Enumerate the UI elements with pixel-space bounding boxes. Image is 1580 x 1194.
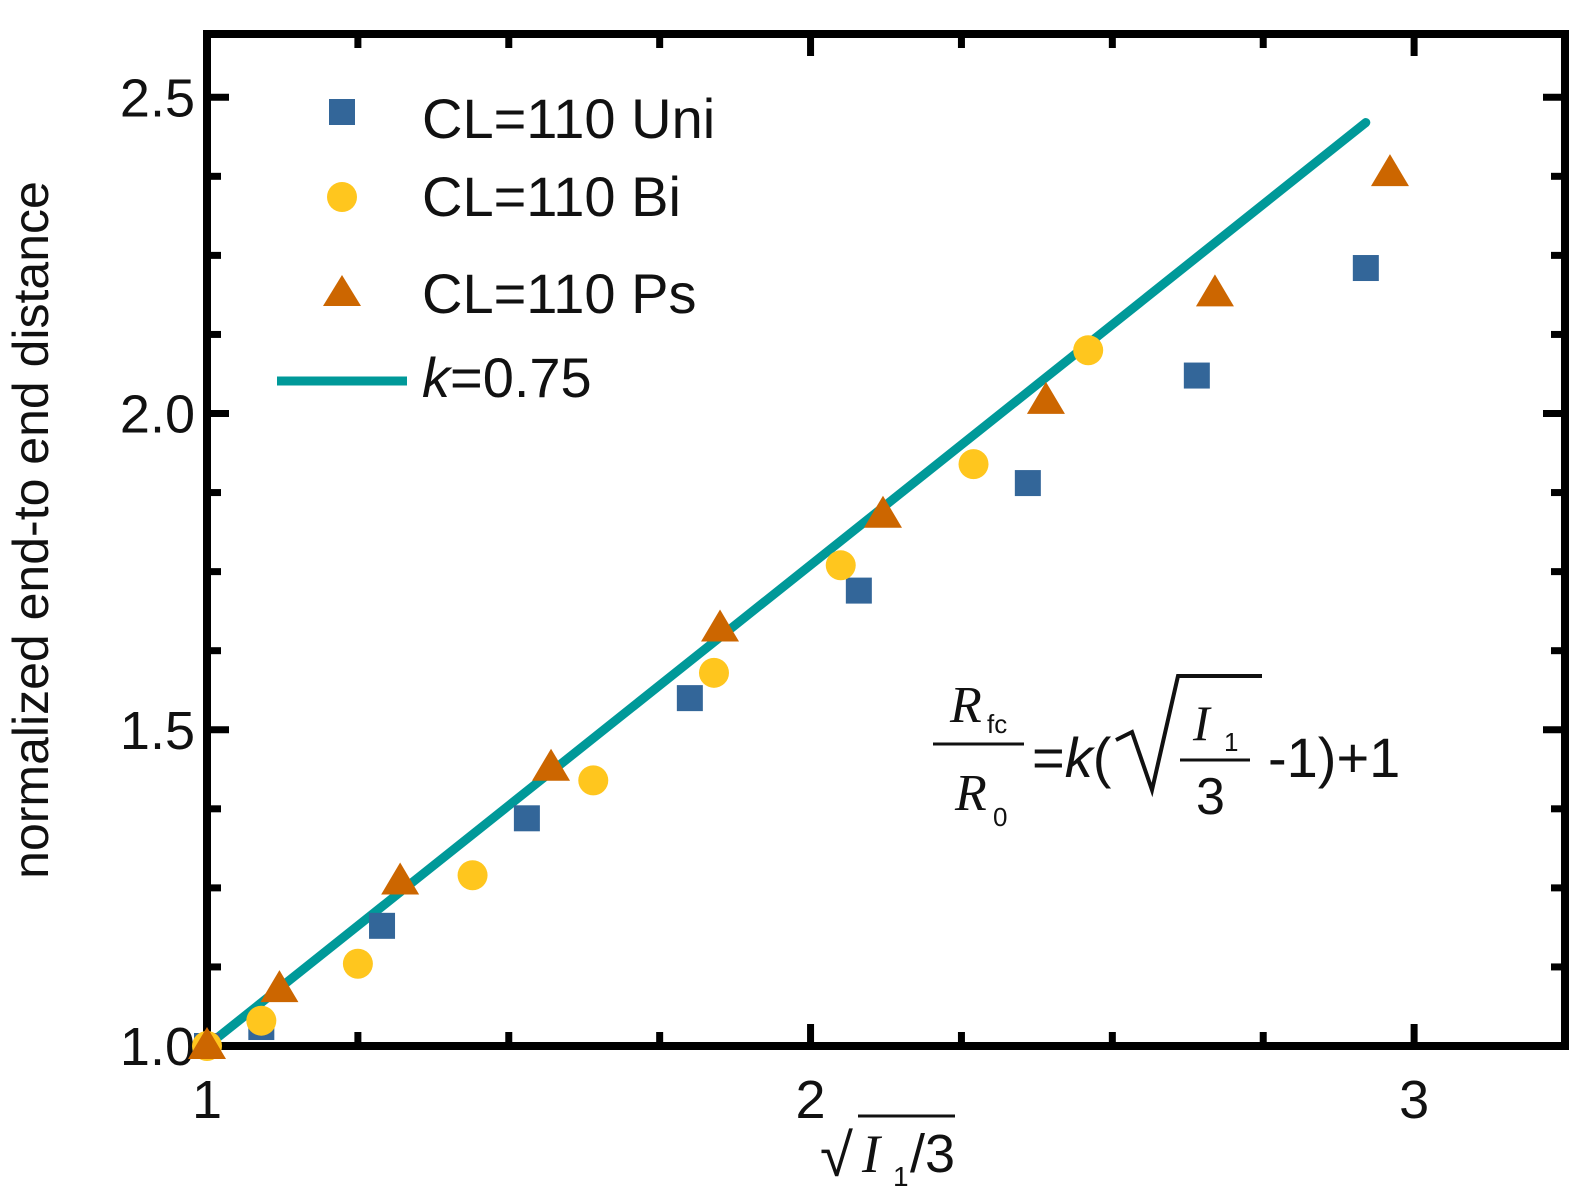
axis-ticks	[203, 34, 1565, 1050]
data-point-triangle	[532, 748, 571, 781]
data-point-triangle	[1195, 274, 1234, 307]
data-point-square	[676, 685, 703, 712]
legend-label-uni: CL=110 Uni	[422, 87, 715, 150]
data-point-square	[1014, 470, 1041, 497]
fit-line	[202, 118, 1371, 1051]
data-point-triangle	[701, 609, 740, 642]
data-point-circle	[578, 765, 609, 796]
x-tick-label: 1	[192, 1070, 222, 1130]
plot-frame	[203, 30, 1569, 1050]
formula-equals: =	[1032, 726, 1065, 789]
legend: CL=110 Uni CL=110 Bi CL=110 Ps k=0.75	[277, 87, 715, 409]
x-axis-rest: /3	[910, 1124, 955, 1184]
data-point-circle	[825, 550, 856, 581]
formula-denominator: R	[954, 765, 987, 822]
data-point-triangle	[1370, 154, 1409, 187]
data-point-circle	[698, 657, 729, 688]
data-point-circle	[457, 860, 488, 891]
x-axis-sub: 1	[893, 1161, 909, 1192]
formula-tail: -1)+1	[1268, 726, 1400, 789]
formula-open-paren: (	[1093, 726, 1112, 789]
y-tick-label: 2.5	[120, 68, 195, 128]
data-point-triangle	[1026, 381, 1065, 414]
data-point-square	[369, 912, 396, 939]
data-point-circle	[246, 1005, 277, 1036]
legend-marker-bi	[327, 182, 357, 212]
data-point-square	[513, 805, 540, 832]
y-tick-label: 1.5	[120, 701, 195, 761]
legend-label-ps: CL=110 Ps	[422, 262, 696, 325]
formula-numerator-sub: fc	[987, 709, 1007, 739]
data-point-square	[845, 577, 872, 604]
data-point-circle	[342, 948, 373, 979]
y-axis-label: normalized end-to end distance	[3, 181, 59, 879]
legend-label-fit-value: =0.75	[450, 346, 592, 409]
data-point-square	[1352, 255, 1379, 282]
x-tick-label: 2	[796, 1070, 826, 1130]
data-markers	[188, 154, 1409, 1061]
fit-lines	[202, 118, 1371, 1051]
data-point-triangle	[260, 970, 299, 1003]
legend-label-bi: CL=110 Bi	[422, 165, 681, 228]
y-tick-label: 2.0	[120, 385, 195, 445]
formula-root-den: 3	[1196, 768, 1225, 826]
data-point-triangle	[188, 1027, 226, 1059]
formula-root-num: I	[1192, 695, 1212, 751]
x-axis-label: √ I 1 /3	[820, 1114, 955, 1192]
formula-root-num-sub: 1	[1224, 727, 1238, 757]
data-point-triangle	[381, 862, 420, 895]
x-axis-var: I	[861, 1124, 883, 1184]
y-tick-labels: 1.0 1.5 2.0 2.5	[120, 68, 195, 1077]
formula-rhs: =k(	[1032, 726, 1112, 789]
x-axis-radical: √	[820, 1122, 853, 1189]
data-point-circle	[958, 449, 989, 480]
x-tick-label: 3	[1399, 1070, 1429, 1130]
legend-marker-ps	[323, 275, 361, 306]
legend-label-fit: k=0.75	[422, 346, 592, 409]
x-tick-labels: 1 2 3	[192, 1070, 1429, 1130]
data-point-circle	[1073, 335, 1104, 366]
data-point-triangle	[863, 495, 902, 528]
formula-annotation: R fc R 0 =k( I 1 3 -1)+1	[933, 674, 1400, 832]
legend-marker-uni	[329, 99, 355, 125]
formula-numerator: R	[949, 677, 982, 734]
legend-label-fit-k: k	[422, 346, 453, 409]
y-tick-label: 1.0	[120, 1017, 195, 1077]
formula-radical-sign	[1115, 674, 1262, 798]
data-point-square	[1183, 362, 1210, 389]
formula-denominator-sub: 0	[993, 802, 1007, 832]
formula-k: k	[1065, 726, 1096, 789]
